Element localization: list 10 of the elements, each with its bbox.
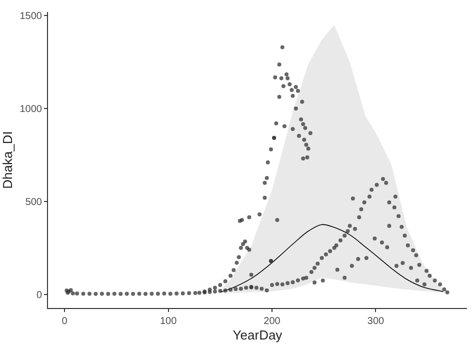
x-tick-label: 0: [62, 316, 68, 327]
y-tick-label: 1500: [20, 11, 42, 22]
x-tick-label: 200: [264, 316, 281, 327]
y-axis-title: Dhaka_DI: [0, 131, 15, 189]
y-tick-label: 0: [36, 290, 42, 301]
y-tick-label: 500: [25, 196, 42, 208]
y-tick-label: 1000: [20, 104, 42, 116]
x-axis-title: YearDay: [232, 328, 283, 343]
x-tick-label: 300: [367, 316, 385, 327]
x-tick-label: 100: [160, 316, 178, 327]
